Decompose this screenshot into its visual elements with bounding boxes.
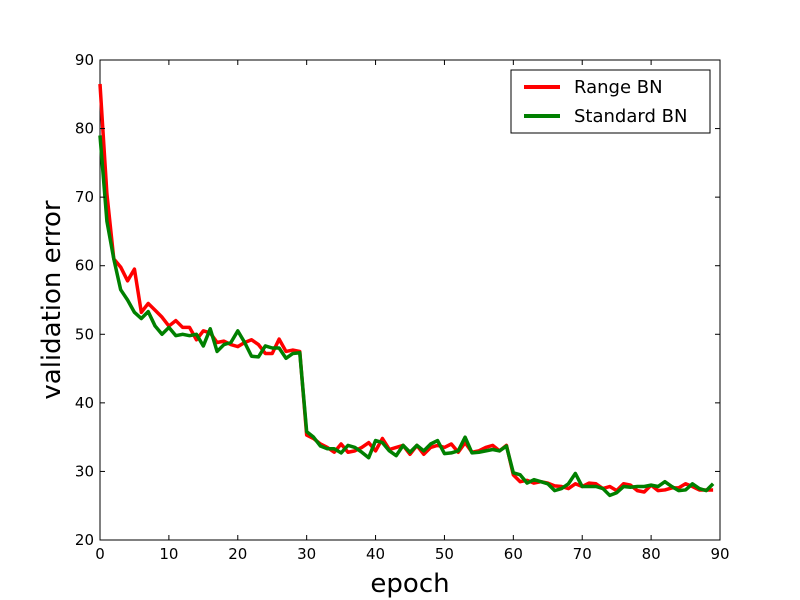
y-tick-label: 40 [75, 394, 94, 412]
plot-frame [99, 59, 721, 541]
y-tick-label: 70 [75, 188, 94, 206]
legend-label-standard-bn: Standard BN [574, 106, 687, 127]
x-tick-label: 50 [435, 545, 454, 563]
y-tick-label: 20 [75, 531, 94, 549]
x-tick-label: 40 [366, 545, 385, 563]
x-tick-label: 90 [710, 545, 729, 563]
y-tick-label: 60 [75, 257, 94, 275]
y-axis-title: validation error [37, 200, 67, 400]
legend: Range BN Standard BN [510, 69, 711, 134]
x-tick-label: 0 [95, 545, 105, 563]
legend-label-range-bn: Range BN [574, 77, 663, 98]
y-axis-ticks: 20 30 40 50 60 70 80 90 [75, 51, 720, 549]
plot-lines [98, 83, 715, 498]
x-tick-label: 20 [228, 545, 247, 563]
x-tick-label: 70 [573, 545, 592, 563]
x-tick-label: 60 [504, 545, 523, 563]
y-tick-label: 50 [75, 325, 94, 343]
series-line-standard-bn [98, 135, 715, 498]
y-tick-label: 80 [75, 120, 94, 138]
y-tick-label: 90 [75, 51, 94, 69]
legend-box [510, 69, 711, 134]
x-tick-label: 80 [642, 545, 661, 563]
y-tick-label: 30 [75, 462, 94, 480]
x-axis-title: epoch [370, 569, 449, 599]
x-tick-label: 30 [297, 545, 316, 563]
x-tick-label: 10 [159, 545, 178, 563]
x-axis-ticks: 0 10 20 30 40 50 60 70 80 90 [95, 60, 730, 563]
